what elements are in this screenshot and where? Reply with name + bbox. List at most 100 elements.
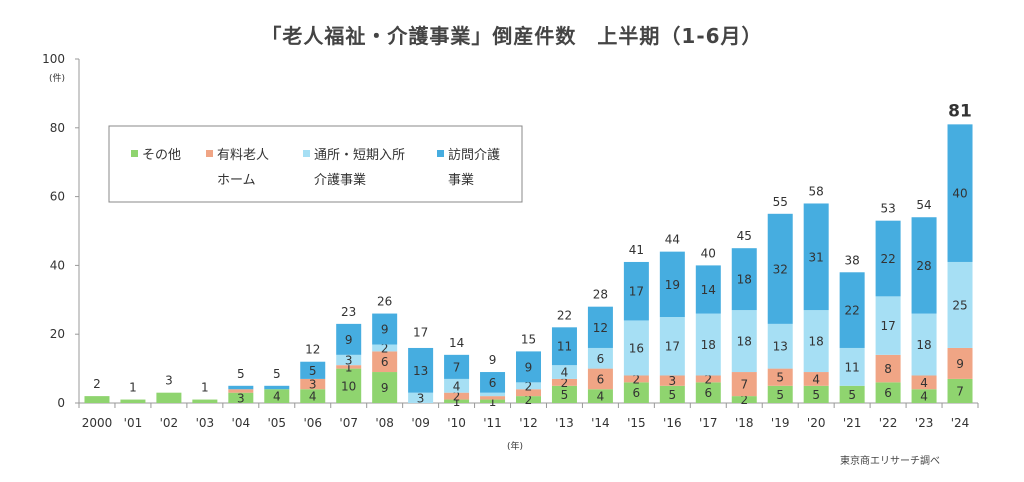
segment-label: 17 [629, 285, 644, 299]
bar-segment [659, 317, 685, 376]
total-label: 44 [665, 233, 680, 247]
segment-label: 19 [665, 278, 680, 292]
bar-segment [623, 320, 649, 376]
segment-label: 2 [633, 372, 641, 386]
total-label: 14 [449, 336, 464, 350]
bar-segment [156, 392, 182, 403]
x-tick-label: '02 [160, 416, 179, 430]
segment-label: 9 [525, 360, 533, 374]
bar-segment [444, 392, 470, 400]
bar-segment [839, 347, 865, 386]
bar-segment [623, 375, 649, 383]
segment-label: 11 [557, 340, 572, 354]
segment-label: 6 [489, 376, 497, 390]
segment-label: 5 [669, 388, 677, 402]
segment-label: 6 [633, 386, 641, 400]
bar-segment [444, 354, 470, 379]
bar-segment [408, 347, 434, 393]
bar-segment [587, 389, 613, 403]
total-label: 1 [201, 381, 209, 395]
bar-segment [372, 351, 398, 373]
segment-label: 9 [345, 333, 353, 347]
segment-label: 17 [880, 319, 895, 333]
x-tick-label: '04 [232, 416, 251, 430]
x-tick-label: '19 [771, 416, 790, 430]
y-tick-label: 20 [50, 327, 65, 341]
bar-segment [695, 313, 721, 376]
segment-label: 16 [629, 341, 644, 355]
total-label: 40 [701, 246, 716, 260]
bar-segment [587, 347, 613, 369]
bar-segment [336, 323, 362, 355]
bar-segment [731, 372, 757, 397]
legend-swatch [131, 150, 138, 157]
total-label: 1 [129, 381, 137, 395]
total-label: 15 [521, 332, 536, 346]
bar-segment [551, 385, 577, 403]
segment-label: 18 [701, 338, 716, 352]
x-tick-label: '15 [627, 416, 646, 430]
bar-segment [911, 313, 937, 376]
total-label: 53 [880, 202, 895, 216]
segment-label: 3 [669, 374, 677, 388]
segment-label: 31 [809, 250, 824, 264]
segment-label: 18 [916, 338, 931, 352]
segment-label: 4 [561, 366, 569, 380]
bar-segment [372, 313, 398, 345]
bar-segment [120, 399, 146, 403]
segment-label: 12 [593, 321, 608, 335]
segment-label: 6 [597, 352, 605, 366]
segment-label: 32 [773, 262, 788, 276]
bar-segment [516, 351, 541, 383]
segment-label: 1 [453, 395, 461, 409]
legend-label: ホーム [217, 173, 256, 188]
bar-segment [767, 213, 793, 324]
legend-swatch [206, 150, 213, 157]
y-tick-label: 80 [50, 121, 65, 135]
x-tick-label: '18 [735, 416, 754, 430]
x-tick-label: '24 [951, 416, 970, 430]
y-tick-label: 40 [50, 258, 65, 272]
total-label: 45 [737, 229, 752, 243]
segment-label: 1 [489, 395, 497, 409]
bar-segment [444, 378, 470, 393]
segment-label: 4 [920, 390, 928, 404]
segment-label: 4 [453, 379, 461, 393]
bar-segment [372, 372, 398, 403]
bar-segment [587, 368, 613, 390]
legend-label: 有料老人 [217, 148, 269, 163]
segment-label: 22 [844, 304, 859, 318]
total-label: 3 [165, 374, 173, 388]
segment-label: 6 [381, 355, 389, 369]
segment-label: 7 [956, 384, 964, 398]
legend-box [108, 125, 523, 203]
x-tick-label: '22 [879, 416, 898, 430]
segment-label: 13 [773, 340, 788, 354]
segment-label: 17 [665, 340, 680, 354]
segment-label: 3 [237, 391, 245, 405]
total-label: 23 [341, 305, 356, 319]
bar-segment [516, 396, 541, 403]
legend-swatch [437, 150, 444, 157]
bar-segment [228, 392, 254, 403]
bar-segment [480, 399, 506, 403]
bar-segment [516, 382, 541, 390]
segment-label: 18 [809, 335, 824, 349]
bar-segment [803, 372, 829, 386]
bar-segment [587, 306, 613, 348]
bar-segment [947, 347, 973, 379]
bar-segment [516, 389, 541, 397]
bar-segment [731, 396, 757, 403]
bar-segment [264, 389, 290, 403]
x-tick-label: '16 [663, 416, 682, 430]
bar-segment [336, 365, 362, 369]
bar-segment [228, 385, 254, 390]
segment-label: 3 [309, 378, 317, 392]
segment-label: 8 [884, 362, 892, 376]
bar-segment [623, 382, 649, 403]
segment-label: 3 [345, 354, 353, 368]
bar-segment [875, 382, 901, 403]
bar-segment [408, 392, 434, 403]
bar-segment [803, 203, 829, 311]
bar-segment [947, 124, 973, 262]
